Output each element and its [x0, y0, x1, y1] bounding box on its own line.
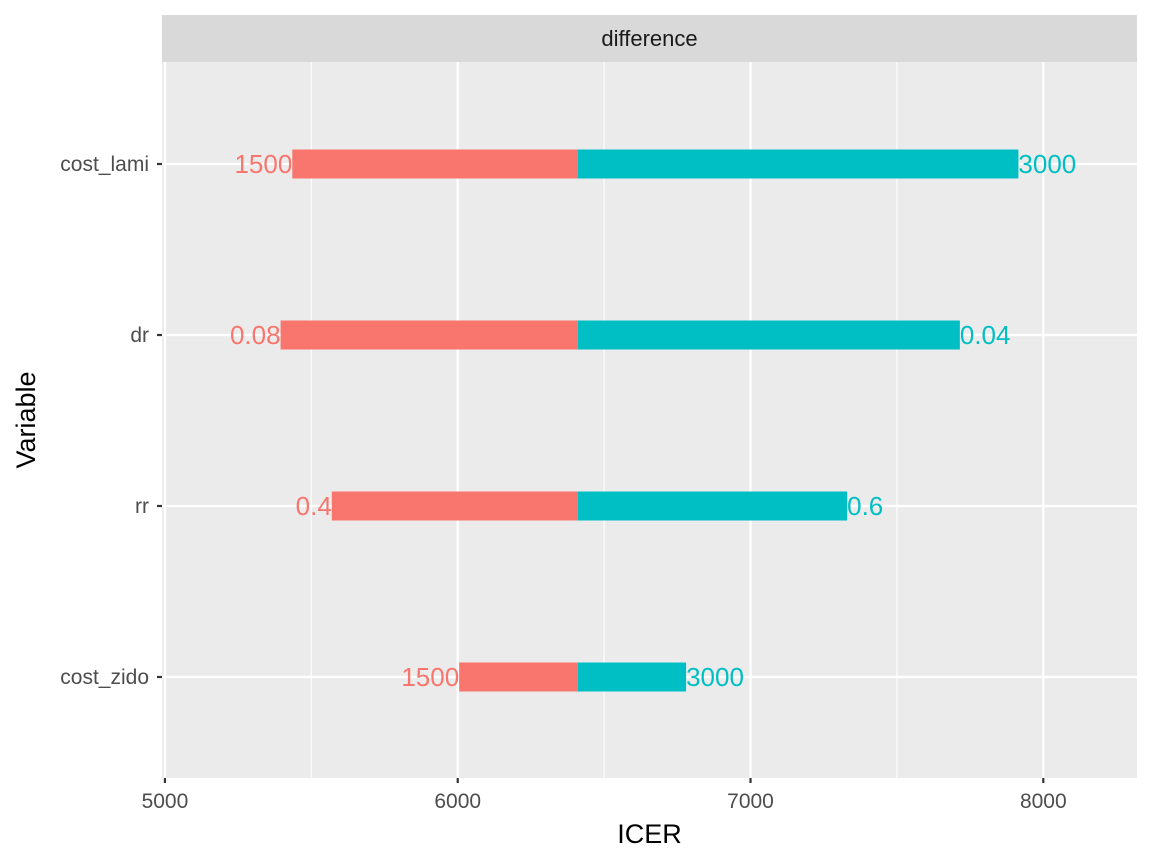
y-axis-title: Variable	[11, 371, 41, 468]
x-axis: 5000 6000 7000 8000	[142, 778, 1067, 813]
y-tick-label: dr	[130, 324, 149, 347]
facet-label: difference	[601, 26, 697, 51]
bar-cost_zido-low	[459, 662, 578, 692]
bar-label: 3000	[1018, 149, 1076, 179]
bar-label: 0.04	[960, 320, 1011, 350]
plot-panel	[162, 62, 1137, 778]
minor-gridlines	[310, 62, 898, 778]
bar-rr-low	[331, 491, 578, 521]
bar-cost_lami-high	[577, 149, 1019, 179]
bar-label: 0.4	[296, 491, 332, 521]
bar-label: 1500	[234, 149, 292, 179]
bar-cost_zido-high	[577, 662, 687, 692]
facet-strip	[162, 15, 1137, 62]
bar-cost_lami-low	[292, 149, 578, 179]
y-tick-label: rr	[135, 495, 149, 518]
bar-labels: 1500 0.08 0.4 1500 3000 0.04 0.6 3000	[230, 149, 1076, 692]
y-tick-label: cost_zido	[60, 666, 149, 689]
x-tick-label: 5000	[142, 790, 189, 813]
bar-dr-high	[577, 320, 960, 350]
x-tick-label: 7000	[727, 790, 774, 813]
bars	[280, 149, 1019, 692]
bar-label: 0.08	[230, 320, 281, 350]
bar-label: 1500	[401, 662, 459, 692]
x-axis-title: ICER	[617, 819, 682, 849]
bar-dr-low	[280, 320, 578, 350]
bar-rr-high	[577, 491, 848, 521]
bar-label: 0.6	[847, 491, 883, 521]
x-tick-label: 6000	[434, 790, 481, 813]
bar-label: 3000	[686, 662, 744, 692]
y-tick-label: cost_lami	[60, 153, 149, 176]
x-tick-label: 8000	[1020, 790, 1067, 813]
